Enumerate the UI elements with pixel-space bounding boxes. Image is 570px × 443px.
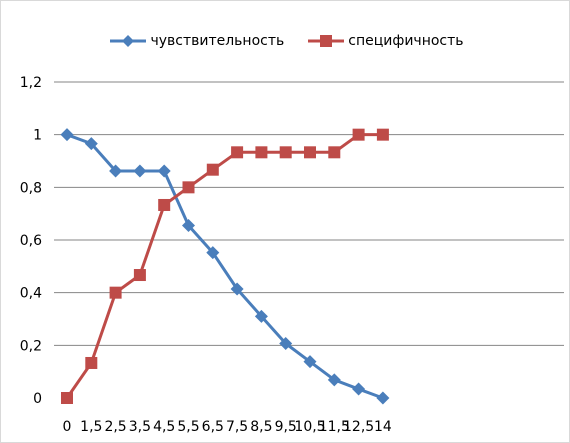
data-point-specificity [279, 146, 292, 159]
data-point-sensitivity [109, 164, 123, 178]
data-point-sensitivity [254, 309, 268, 323]
data-point-sensitivity [230, 282, 244, 296]
data-point-specificity [328, 146, 341, 159]
x-tick-label: 1,5 [80, 419, 102, 435]
x-tick-label: 14 [374, 419, 392, 435]
data-point-sensitivity [327, 373, 341, 387]
data-point-specificity [231, 146, 244, 159]
data-point-sensitivity [279, 336, 293, 350]
x-tick-label: 0 [63, 419, 72, 435]
data-point-specificity [133, 269, 146, 282]
data-point-specificity [109, 286, 122, 299]
x-tick-label: 2,5 [104, 419, 126, 435]
x-tick-label: 4,5 [153, 419, 175, 435]
data-point-specificity [182, 181, 195, 194]
y-tick-label: 0,2 [20, 338, 42, 354]
data-point-sensitivity [376, 391, 390, 405]
x-tick-label: 12,5 [343, 419, 374, 435]
y-tick-label: 0,8 [20, 180, 42, 196]
data-point-sensitivity [303, 355, 317, 369]
chart-legend: чувствительность специфичность [1, 33, 570, 49]
x-tick-label: 5,5 [177, 419, 199, 435]
data-point-sensitivity [182, 219, 195, 233]
data-point-specificity [206, 163, 219, 176]
data-point-specificity [158, 198, 171, 211]
y-tick-label: 0,4 [20, 286, 42, 302]
y-tick-label: 0 [33, 391, 42, 407]
legend-entry-sensitivity: чувствительность [108, 33, 284, 49]
data-point-specificity [61, 392, 73, 404]
data-point-sensitivity [60, 128, 74, 142]
data-point-sensitivity [206, 246, 220, 260]
legend-marker-sensitivity [110, 35, 147, 47]
data-point-specificity [255, 146, 268, 159]
x-tick-label: 6,5 [202, 419, 224, 435]
y-tick-label: 0,6 [20, 233, 42, 249]
data-point-sensitivity [84, 137, 98, 151]
x-tick-label: 8,5 [250, 419, 272, 435]
data-point-specificity [304, 146, 316, 159]
legend-marker-specificity [308, 35, 345, 47]
x-tick-label: 3,5 [129, 419, 151, 435]
x-tick-label: 11,5 [319, 419, 350, 435]
data-point-specificity [85, 356, 98, 369]
legend-label-specificity: специфичность [348, 33, 464, 49]
x-tick-label: 9,5 [275, 419, 297, 435]
data-point-sensitivity [157, 164, 171, 178]
data-point-specificity [376, 128, 389, 141]
data-point-specificity [352, 128, 365, 141]
data-point-sensitivity [352, 382, 366, 396]
legend-entry-specificity: специфичность [306, 33, 464, 49]
x-tick-label: 10,5 [294, 419, 325, 435]
y-tick-label: 1 [33, 128, 42, 144]
y-tick-label: 1,2 [20, 75, 42, 91]
x-tick-label: 7,5 [226, 419, 248, 435]
data-point-sensitivity [133, 164, 147, 178]
legend-label-sensitivity: чувствительность [150, 33, 285, 49]
